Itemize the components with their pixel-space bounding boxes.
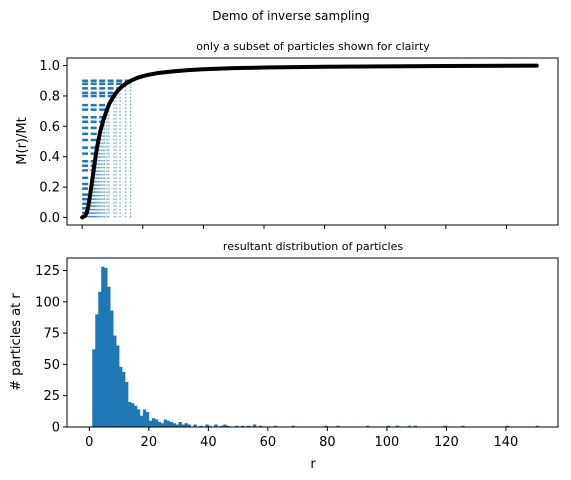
histogram-bar <box>166 420 171 427</box>
top-y-tick-label: 1.0 <box>39 59 60 74</box>
figure-suptitle: Demo of inverse sampling <box>212 9 369 23</box>
histogram-bar <box>395 425 400 427</box>
histogram-bar <box>148 420 153 427</box>
histogram-bar <box>178 421 182 427</box>
histogram-bar <box>110 310 114 427</box>
top-y-tick-label: 0.4 <box>39 150 60 165</box>
histogram-bars-layer <box>92 266 540 427</box>
histogram-bar <box>133 405 138 427</box>
histogram-bar <box>258 425 263 427</box>
histogram-bar <box>461 425 465 427</box>
bottom-plot-area <box>66 257 559 428</box>
histogram-bar <box>291 425 295 427</box>
bottom-y-tick-label: 25 <box>43 389 60 404</box>
histogram-bar <box>193 424 197 427</box>
histogram-bar <box>154 419 159 427</box>
histogram-bar <box>139 415 144 427</box>
top-panel-title: only a subset of particles shown for cla… <box>196 40 430 53</box>
histogram-bar <box>366 425 370 427</box>
histogram-bar <box>95 314 99 427</box>
histogram-bar <box>142 409 147 427</box>
bottom-x-tick-label: 0 <box>85 435 93 450</box>
histogram-bar <box>386 425 391 427</box>
histogram-bar <box>208 425 212 427</box>
histogram-bar <box>184 423 188 427</box>
top-y-axis-label: M(r)/Mt <box>15 117 30 164</box>
histogram-bar <box>199 425 203 427</box>
bottom-x-tick-label: 80 <box>319 435 336 450</box>
histogram-bar <box>113 335 117 427</box>
histogram-bar <box>125 381 129 427</box>
histogram-bar <box>226 425 230 427</box>
bottom-x-tick-label: 20 <box>141 435 158 450</box>
cumulative-curve-layer <box>80 63 539 220</box>
histogram-panel: resultant distribution of particles 0 20 4… <box>9 240 559 472</box>
histogram-bar <box>413 425 418 427</box>
bottom-panel-title: resultant distribution of particles <box>223 240 403 253</box>
top-y-tick-label: 0.6 <box>39 120 60 135</box>
histogram-bar <box>92 349 96 427</box>
histogram-bar <box>247 425 251 427</box>
histogram-bar <box>116 345 120 427</box>
histogram-bar <box>336 425 340 427</box>
histogram-bar <box>157 421 162 427</box>
bottom-y-tick-label: 75 <box>43 327 60 342</box>
histogram-bar <box>163 419 168 427</box>
histogram-bar <box>535 425 540 427</box>
histogram-bar <box>136 409 141 427</box>
top-plot-area <box>66 57 559 226</box>
histogram-bar <box>220 425 224 427</box>
bottom-y-tick-label: 125 <box>35 264 60 279</box>
histogram-bar <box>187 424 191 427</box>
bottom-y-tick-label: 50 <box>43 358 60 373</box>
bottom-x-axis-label: r <box>310 457 316 472</box>
histogram-bar <box>223 424 227 427</box>
histogram-bar <box>98 291 102 427</box>
histogram-bar <box>169 421 173 427</box>
cumulative-mass-panel: only a subset of particles shown for cla… <box>15 40 559 229</box>
histogram-bar <box>160 423 165 427</box>
histogram-bar <box>181 424 185 427</box>
histogram-bar <box>235 425 239 427</box>
histogram-bar <box>130 403 135 427</box>
histogram-bar <box>505 425 510 427</box>
bottom-x-tick-label: 60 <box>260 435 277 450</box>
bottom-y-axis-label: # particles at r <box>9 293 24 391</box>
histogram-bar <box>128 401 132 427</box>
histogram-bar <box>145 411 150 427</box>
histogram-bar <box>175 424 179 427</box>
top-axis-ticks: 0.0 0.2 0.4 0.6 0.8 1.0 <box>39 59 507 229</box>
bottom-x-tick-label: 100 <box>374 435 399 450</box>
histogram-bar <box>107 286 111 427</box>
histogram-bar <box>443 425 447 427</box>
histogram-bar <box>252 424 257 427</box>
bottom-x-tick-label: 140 <box>494 435 519 450</box>
histogram-bar <box>407 425 412 427</box>
top-y-tick-label: 0.2 <box>39 181 60 196</box>
histogram-bar <box>324 425 328 427</box>
bottom-x-tick-label: 40 <box>200 435 217 450</box>
top-y-tick-label: 0.0 <box>39 211 60 226</box>
histogram-bar <box>172 423 176 427</box>
bottom-y-tick-label: 100 <box>35 295 60 310</box>
histogram-bar <box>119 366 123 427</box>
histogram-bar <box>205 424 209 427</box>
bottom-axis-ticks: 0 20 40 60 80 100 120 140 0 25 50 75 100 125 <box>35 264 518 450</box>
histogram-bar <box>214 424 218 427</box>
histogram-bar <box>273 425 278 427</box>
histogram-bar <box>151 418 156 427</box>
histogram-bar <box>101 266 105 427</box>
histogram-bar <box>122 371 126 427</box>
histogram-bar <box>104 268 108 427</box>
bottom-x-tick-label: 120 <box>434 435 459 450</box>
cumulative-mass-curve <box>80 63 539 220</box>
histogram-bar <box>241 425 245 427</box>
bottom-y-tick-label: 0 <box>52 421 60 436</box>
top-y-tick-label: 0.8 <box>39 89 60 104</box>
